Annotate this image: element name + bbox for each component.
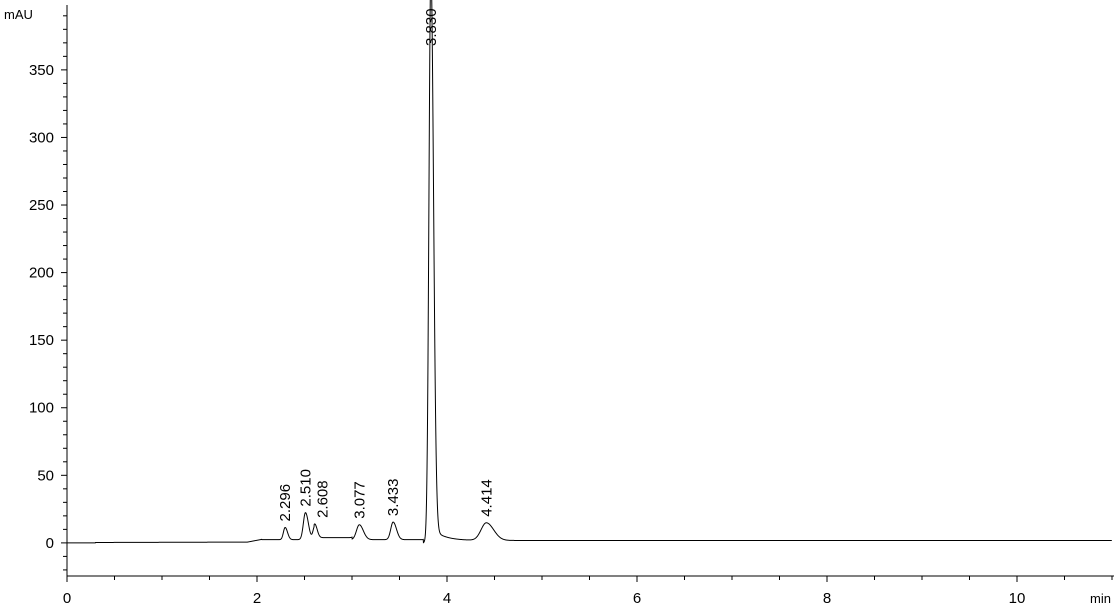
y-tick-label: 150	[29, 332, 54, 349]
peak-label: 2.510	[297, 469, 314, 507]
x-tick-label: 2	[253, 590, 261, 607]
peak-label: 4.414	[478, 479, 495, 517]
y-tick-label: 200	[29, 265, 54, 282]
x-tick-label: 10	[1009, 590, 1026, 607]
x-tick-label: 0	[63, 590, 71, 607]
y-axis-label: mAU	[4, 7, 33, 22]
peak-labels: 2.296 2.510 2.608 3.077 3.433 3.830 4.414	[277, 8, 495, 521]
x-tick-label: 8	[823, 590, 831, 607]
y-tick-label: 300	[29, 129, 54, 146]
y-tick-label: 350	[29, 62, 54, 79]
peak-label: 3.830	[423, 8, 440, 46]
y-tick-label: 250	[29, 197, 54, 214]
peak-label: 2.296	[277, 484, 294, 522]
x-tick-label: 6	[633, 590, 641, 607]
y-tick-label: 100	[29, 400, 54, 417]
y-tick-label: 0	[46, 535, 54, 552]
axes: 0 50 100 150 200 250 300 350 0 2 4 6 8 10	[29, 5, 1114, 607]
chromatogram-trace	[67, 0, 1112, 544]
peak-label: 3.077	[351, 481, 368, 519]
x-axis-label: min	[1090, 591, 1111, 606]
x-tick-label: 4	[443, 590, 451, 607]
peak-label: 3.433	[385, 479, 402, 517]
y-tick-label: 50	[37, 467, 54, 484]
peak-label: 2.608	[314, 480, 331, 518]
